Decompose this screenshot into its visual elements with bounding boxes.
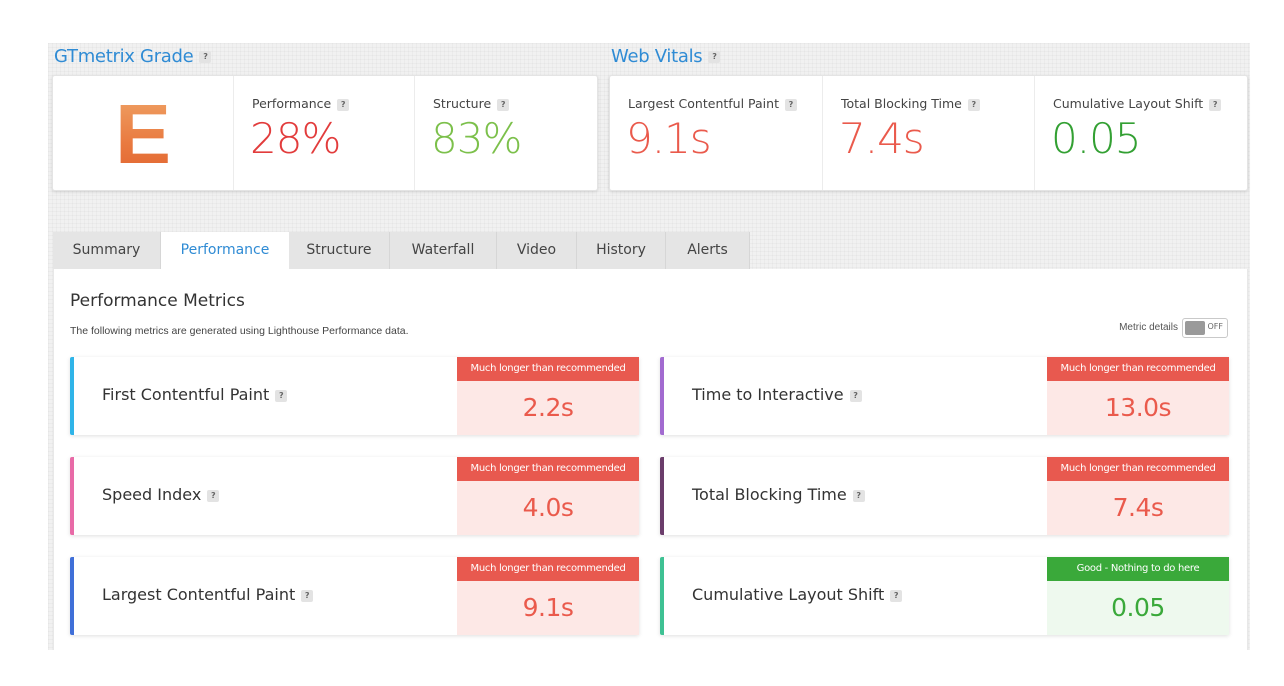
help-icon[interactable]: ? [1209,98,1222,111]
tab-video[interactable]: Video [497,232,577,269]
structure-cell: Structure? 83% [415,76,597,190]
metric-value: 4.0s [457,481,639,535]
help-icon[interactable]: ? [849,389,862,402]
performance-cell: Performance? 28% [234,76,415,190]
web-vitals-heading: Web Vitals? [611,46,721,68]
gtmetrix-grade-heading: GTmetrix Grade? [54,46,212,68]
metric-value-box: Good - Nothing to do here 0.05 [1047,557,1229,635]
toggle-state: OFF [1207,322,1224,331]
lcp-cell: Largest Contentful Paint? 9.1s [610,76,823,190]
grade-cell: E [53,76,234,190]
tbt-cell: Total Blocking Time? 7.4s [823,76,1035,190]
metric-value-box: Much longer than recommended 4.0s [457,457,639,535]
metric-card-cumulative-layout-shift: Cumulative Layout Shift? Good - Nothing … [660,557,1229,635]
lcp-value: 9.1s [626,114,712,163]
metric-card-first-contentful-paint: First Contentful Paint? Much longer than… [70,357,639,435]
help-icon[interactable]: ? [708,51,721,63]
metric-card-largest-contentful-paint: Largest Contentful Paint? Much longer th… [70,557,639,635]
structure-label: Structure? [433,96,510,111]
tbt-value: 7.4s [839,114,925,163]
metric-color-bar [660,457,664,535]
gtmetrix-grade-title: GTmetrix Grade [54,46,194,67]
metric-color-bar [660,557,664,635]
help-icon[interactable]: ? [207,489,220,502]
help-icon[interactable]: ? [337,98,350,111]
tab-alerts[interactable]: Alerts [666,232,750,269]
tab-performance[interactable]: Performance [161,232,289,269]
metric-name: Total Blocking Time? [692,485,865,504]
help-icon[interactable]: ? [852,489,865,502]
metric-status-badge: Much longer than recommended [457,557,639,581]
metric-status-badge: Much longer than recommended [1047,457,1229,481]
metric-value: 13.0s [1047,381,1229,435]
metric-card-speed-index: Speed Index? Much longer than recommende… [70,457,639,535]
metric-status-badge: Much longer than recommended [1047,357,1229,381]
toggle-knob [1185,321,1205,335]
metric-name: Time to Interactive? [692,385,862,404]
metric-details-toggle[interactable]: OFF [1182,318,1228,338]
tab-structure[interactable]: Structure [289,232,390,269]
metric-value-box: Much longer than recommended 2.2s [457,357,639,435]
web-vitals-title: Web Vitals [611,46,703,67]
metric-value-box: Much longer than recommended 9.1s [457,557,639,635]
tab-summary[interactable]: Summary [53,232,161,269]
metric-card-time-to-interactive: Time to Interactive? Much longer than re… [660,357,1229,435]
metric-value: 7.4s [1047,481,1229,535]
metric-status-badge: Much longer than recommended [457,357,639,381]
structure-value: 83% [431,114,522,163]
metric-details-label: Metric details [1119,322,1178,333]
metric-color-bar [70,557,74,635]
cls-value: 0.05 [1051,114,1142,163]
metric-status-badge: Much longer than recommended [457,457,639,481]
metric-name: First Contentful Paint? [102,385,288,404]
help-icon[interactable]: ? [890,589,903,602]
metric-value: 0.05 [1047,581,1229,635]
help-icon[interactable]: ? [301,589,314,602]
lcp-label: Largest Contentful Paint? [628,96,797,111]
metric-value-box: Much longer than recommended 7.4s [1047,457,1229,535]
performance-label: Performance? [252,96,350,111]
metric-name: Speed Index? [102,485,220,504]
cls-cell: Cumulative Layout Shift? 0.05 [1035,76,1247,190]
metrics-subtitle: The following metrics are generated usin… [70,325,409,337]
metric-value: 2.2s [457,381,639,435]
help-icon[interactable]: ? [784,98,797,111]
metric-color-bar [660,357,664,435]
metric-color-bar [70,357,74,435]
grade-letter: E [53,86,233,183]
web-vitals-card: Largest Contentful Paint? 9.1s Total Blo… [609,75,1248,191]
metric-name: Largest Contentful Paint? [102,585,314,604]
tbt-label: Total Blocking Time? [841,96,980,111]
tab-history[interactable]: History [577,232,666,269]
help-icon[interactable]: ? [967,98,980,111]
help-icon[interactable]: ? [275,389,288,402]
tab-waterfall[interactable]: Waterfall [390,232,497,269]
performance-value: 28% [250,114,341,163]
metric-value-box: Much longer than recommended 13.0s [1047,357,1229,435]
cls-label: Cumulative Layout Shift? [1053,96,1222,111]
metrics-title: Performance Metrics [70,291,245,311]
metric-status-badge: Good - Nothing to do here [1047,557,1229,581]
grade-card: E Performance? 28% Structure? 83% [52,75,598,191]
metric-color-bar [70,457,74,535]
metric-name: Cumulative Layout Shift? [692,585,903,604]
metric-card-total-blocking-time: Total Blocking Time? Much longer than re… [660,457,1229,535]
metric-value: 9.1s [457,581,639,635]
help-icon[interactable]: ? [199,51,212,63]
help-icon[interactable]: ? [497,98,510,111]
